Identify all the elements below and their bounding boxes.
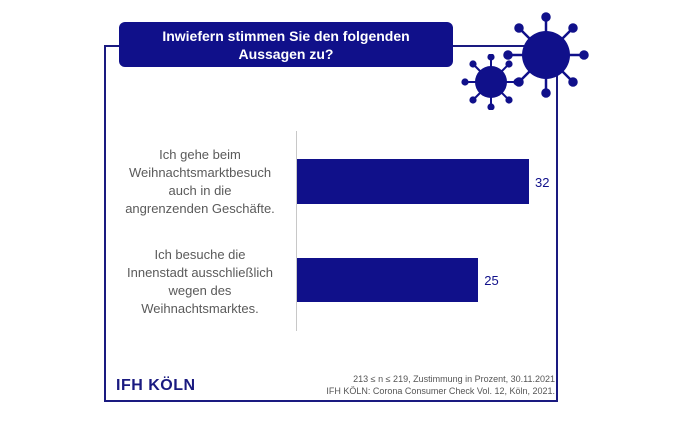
title-line-2: Aussagen zu? (238, 45, 334, 62)
virus-icon (461, 54, 521, 110)
chart-frame (104, 45, 558, 402)
bar-value-label-2: 25 (484, 273, 499, 288)
virus-icon (503, 12, 589, 98)
bar-innenstadt-weihnachtsmarkt (297, 258, 479, 302)
footnote-sample: 213 ≤ n ≤ 219, Zustimmung in Prozent, 30… (353, 374, 555, 384)
category-label-2: Ich besuche die Innenstadt ausschließlic… (127, 247, 273, 316)
footnote-source: IFH KÖLN: Corona Consumer Check Vol. 12,… (326, 386, 555, 396)
bar-weihnachtsmarkt-geschaefte (297, 159, 529, 204)
y-axis-line (296, 131, 297, 331)
chart-title: Inwiefern stimmen Sie den folgenden Auss… (119, 22, 453, 67)
ifh-logo: IFH KÖLN (116, 377, 196, 394)
title-line-1: Inwiefern stimmen Sie den folgenden (162, 27, 410, 44)
category-label-1: Ich gehe beim Weihnachtsmarktbesuch auch… (125, 147, 275, 216)
bar-value-label-1: 32 (535, 175, 550, 190)
